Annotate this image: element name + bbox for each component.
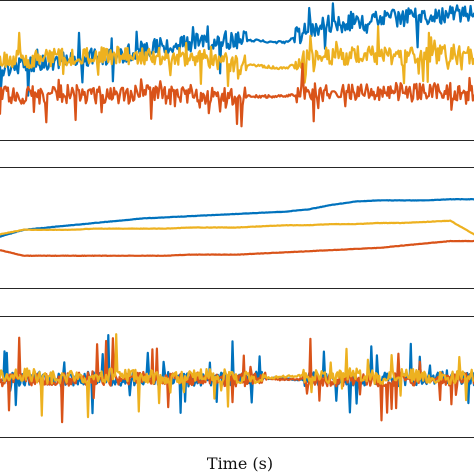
series-line-3 — [0, 333, 474, 419]
x-axis-label: Time (s) — [207, 454, 273, 473]
series-line-3 — [0, 62, 474, 128]
series-line-1 — [0, 198, 474, 238]
panel-middle-lines — [0, 198, 474, 257]
panel-bottom-lines — [0, 333, 474, 424]
series-line-1 — [0, 2, 474, 97]
series-line-3 — [0, 239, 474, 257]
axes-frame — [0, 0, 474, 141]
panel-bottom — [0, 316, 474, 438]
panel-middle — [0, 167, 474, 289]
panel-top — [0, 0, 474, 141]
panels-group — [0, 0, 474, 438]
axes-frame — [0, 167, 474, 289]
axes-frame — [0, 316, 474, 438]
series-line-2 — [0, 25, 474, 88]
panel-top-lines — [0, 2, 474, 128]
series-line-2 — [0, 219, 474, 236]
